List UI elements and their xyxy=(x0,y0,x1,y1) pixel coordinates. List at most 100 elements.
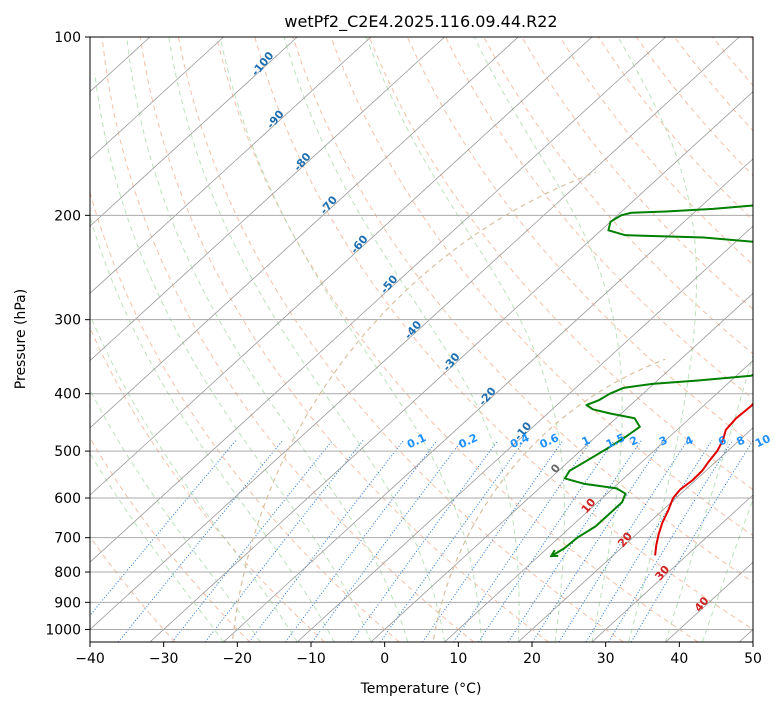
x-tick-label: −20 xyxy=(223,651,253,667)
moist-adiabat xyxy=(90,452,224,642)
isotherm xyxy=(90,37,224,160)
mixing-ratio-label: 6 xyxy=(716,433,729,448)
isotherm xyxy=(90,37,372,294)
dry-adiabat xyxy=(254,37,753,631)
moist-adiabat xyxy=(94,72,372,642)
moist-adiabat xyxy=(168,37,446,642)
temperature-line xyxy=(654,402,753,556)
y-tick-label: 1000 xyxy=(45,622,81,638)
mixing-ratio-label: 10 xyxy=(753,432,773,450)
y-tick-label: 300 xyxy=(54,313,81,329)
x-tick-label: 20 xyxy=(523,651,541,667)
dry-adiabat xyxy=(635,37,753,177)
moist-adiabat xyxy=(473,37,623,642)
dry-adiabat xyxy=(139,37,549,642)
mixing-ratio-label: 0.6 xyxy=(538,431,561,451)
mixing-ratio-label: 1.5 xyxy=(604,431,627,451)
moist-adiabat xyxy=(283,37,520,642)
dry-adiabat xyxy=(445,37,753,400)
series-layer xyxy=(549,204,753,558)
y-tick-label: 800 xyxy=(54,565,81,581)
x-tick-label: 30 xyxy=(597,651,615,667)
x-tick-label: −10 xyxy=(296,651,326,667)
isotherm xyxy=(90,37,666,563)
x-tick-label: −40 xyxy=(75,651,105,667)
mixing-ratio-label: 8 xyxy=(735,434,747,449)
dry-adiabat xyxy=(712,37,753,87)
dewpoint-arrow xyxy=(549,549,559,558)
isotherm xyxy=(90,37,519,429)
mixing-ratio-line xyxy=(380,440,525,642)
background-arc xyxy=(231,171,596,642)
mixing-ratio-line xyxy=(204,440,364,642)
isotherm xyxy=(149,91,753,642)
isotherm xyxy=(591,494,753,642)
isotherm-label: -40 xyxy=(402,318,425,342)
mixing-ratio-line xyxy=(532,440,664,642)
isotherm xyxy=(517,427,753,642)
y-tick-label: 400 xyxy=(54,387,81,403)
x-tick-label: 10 xyxy=(449,651,467,667)
dry-adiabat xyxy=(406,37,753,445)
isotherm-label: -100 xyxy=(249,49,277,79)
y-tick-label: 900 xyxy=(54,595,81,611)
line-labels: -100-90-80-70-60-50-40-30-20-10010203040… xyxy=(249,49,773,614)
mixing-ratio-label: 2 xyxy=(628,434,640,449)
chart-title: wetPf2_C2E4.2025.116.09.44.R22 xyxy=(284,12,557,32)
isotherm-label: -30 xyxy=(440,350,463,374)
isotherm xyxy=(370,292,753,642)
isotherm-label: -80 xyxy=(291,150,314,174)
dry-adiabat xyxy=(559,37,753,266)
dry-adiabat xyxy=(90,436,251,642)
isotherm-label: -60 xyxy=(348,232,371,256)
moist-adiabat xyxy=(219,37,482,642)
dry-adiabat xyxy=(90,535,176,642)
isotherm xyxy=(90,37,445,362)
isotherm xyxy=(90,37,740,630)
x-tick-label: 50 xyxy=(744,651,762,667)
moist-adiabat xyxy=(365,37,565,642)
isotherm-label: 40 xyxy=(692,594,712,614)
x-tick-label: 40 xyxy=(670,651,688,667)
isotherm xyxy=(665,561,753,642)
mixing-ratio-line xyxy=(478,440,615,642)
x-tick-label: −30 xyxy=(149,651,179,667)
mixing-ratio-line xyxy=(630,440,753,642)
mixing-ratio-line xyxy=(585,440,713,642)
mixing-ratio-line xyxy=(90,440,237,617)
isotherm xyxy=(0,37,3,642)
plot-frame xyxy=(89,36,754,643)
dry-adiabat xyxy=(597,37,753,221)
mixing-ratio-label: 1 xyxy=(580,434,592,449)
isotherm xyxy=(0,37,76,642)
y-tick-label: 200 xyxy=(54,208,81,224)
isotherm xyxy=(296,225,753,642)
isotherm-label: 10 xyxy=(579,496,599,516)
dry-adiabat xyxy=(750,37,753,41)
isotherm xyxy=(90,37,298,227)
isotherm-label: 0 xyxy=(548,461,563,475)
dry-adiabat xyxy=(101,37,475,642)
isotherm xyxy=(90,37,593,496)
isotherm-label: -70 xyxy=(317,193,340,217)
isotherm xyxy=(444,360,753,642)
isotherm-label: -20 xyxy=(476,384,499,408)
isotherm-label: 30 xyxy=(653,563,673,583)
dry-adiabat xyxy=(90,326,325,642)
dry-adiabat xyxy=(90,190,400,642)
background-lines xyxy=(0,37,753,642)
dry-adiabat xyxy=(368,37,753,491)
x-axis-label: Temperature (°C) xyxy=(360,681,482,697)
mixing-ratio-label: 0.1 xyxy=(405,431,428,451)
mixing-ratio-line xyxy=(422,440,564,642)
isotherm-label: -90 xyxy=(264,107,287,131)
dry-adiabat xyxy=(483,37,753,355)
mixing-ratio-line xyxy=(311,440,463,642)
dry-adiabat xyxy=(292,37,753,583)
mixing-ratio-line xyxy=(285,440,438,642)
dry-adiabat xyxy=(674,37,753,132)
y-tick-label: 500 xyxy=(54,444,81,460)
y-axis-label: Pressure (hPa) xyxy=(13,289,29,389)
axes: −40 −30 −20 −10 0 10 20 30 40 5010020030040050060… xyxy=(45,30,762,667)
mixing-ratio-label: 0.2 xyxy=(457,431,480,451)
